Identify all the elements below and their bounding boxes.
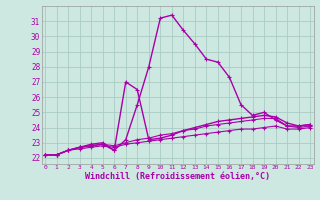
X-axis label: Windchill (Refroidissement éolien,°C): Windchill (Refroidissement éolien,°C)	[85, 172, 270, 181]
